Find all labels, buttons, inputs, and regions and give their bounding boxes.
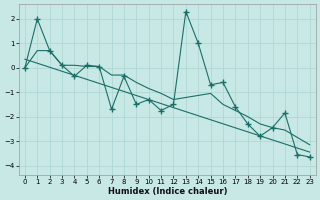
X-axis label: Humidex (Indice chaleur): Humidex (Indice chaleur) xyxy=(108,187,227,196)
